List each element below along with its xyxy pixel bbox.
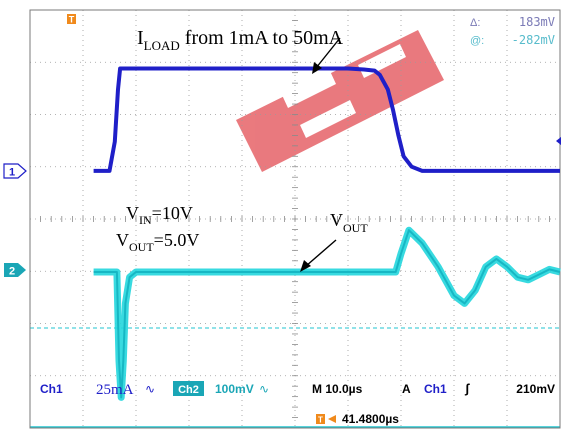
trigger-marker-label: T — [69, 15, 75, 25]
trigger-source: Ch1 — [424, 382, 447, 396]
svg-text:VOUT=5.0V: VOUT=5.0V — [116, 230, 199, 254]
ch2-marker-label: 2 — [9, 266, 15, 278]
vout-trace-sub: OUT — [343, 221, 368, 235]
trigger-level: 210mV — [516, 382, 555, 396]
ch1-scale: 25mA — [96, 382, 134, 398]
ch1-ground-marker: 1 — [3, 163, 27, 179]
trigger-slope: ʃ — [464, 381, 470, 396]
trigger-position-value: 41.4800µs — [342, 412, 399, 426]
iload-rest: from 1mA to 50mA — [180, 27, 344, 49]
annotation-vout-condition: VOUT=5.0V — [116, 230, 199, 254]
iload-main: I — [137, 27, 144, 49]
ch2-coupling: ∿ — [259, 382, 269, 396]
vout-cond-rest: =5.0V — [154, 230, 200, 250]
cursor-readouts: Δ: 183mV @: -282mV — [470, 15, 555, 47]
vin-rest: =10V — [152, 203, 193, 223]
iload-sub: LOAD — [144, 38, 180, 53]
ch2-trace-core — [93, 229, 561, 399]
vin-sub: IN — [139, 213, 152, 227]
trigger-position-readout: T 41.4800µs — [316, 412, 399, 426]
ch1-offscreen-indicator — [556, 137, 561, 145]
annotation-vout-trace: VOUT — [330, 210, 368, 235]
svg-text:ILOAD from 1mA to 50mA: ILOAD from 1mA to 50mA — [137, 27, 344, 53]
ch2-ground-marker: 2 — [4, 263, 26, 278]
screen-border — [29, 9, 561, 429]
arrow-iload — [312, 37, 341, 74]
timebase-readout: M 10.0µs — [312, 382, 363, 396]
trigger-mode: A — [402, 382, 411, 396]
cursor-a-symbol: Δ: — [470, 17, 480, 29]
cursor-b-symbol: @: — [470, 35, 484, 47]
ch2-label-box — [173, 381, 204, 396]
trigger-position-marker: T — [67, 14, 76, 25]
vin-main: V — [126, 203, 139, 223]
ch1-marker-label: 1 — [9, 167, 15, 179]
trigger-position-icon: T — [318, 416, 323, 425]
ch1-label: Ch1 — [40, 382, 63, 396]
arrow-vout — [300, 239, 337, 272]
trigger-arrow-icon — [328, 415, 336, 423]
status-bar: Ch1 25mA ∿ Ch2 100mV ∿ M 10.0µs A Ch1 ʃ … — [40, 381, 555, 398]
ch2-label: Ch2 — [178, 384, 199, 396]
cursor-b-value: -282mV — [512, 33, 555, 47]
vout-trace-main: V — [330, 210, 343, 230]
vout-cond-sub: OUT — [129, 240, 154, 254]
cursor-a-value: 183mV — [519, 15, 555, 29]
svg-text:VIN=10V: VIN=10V — [126, 203, 193, 227]
ch1-coupling: ∿ — [145, 382, 155, 396]
annotation-vin: VIN=10V — [126, 203, 193, 227]
svg-text:VOUT: VOUT — [330, 210, 368, 235]
ch1-trace — [93, 66, 560, 173]
ch2-scale: 100mV — [215, 382, 254, 396]
vout-cond-main: V — [116, 230, 129, 250]
annotation-iload: ILOAD from 1mA to 50mA — [137, 27, 344, 53]
